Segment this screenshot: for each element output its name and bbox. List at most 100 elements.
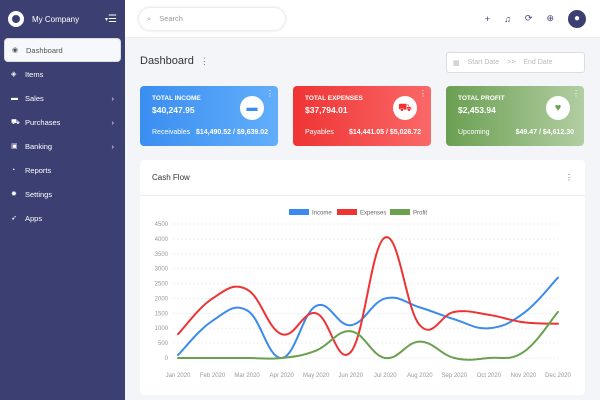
data-point <box>349 351 352 354</box>
chevron-right-icon: › <box>111 93 115 103</box>
chevron-right-icon: › <box>111 141 115 151</box>
data-point <box>557 310 559 313</box>
sidebar-item-purchases[interactable]: ⛟ Purchases › <box>4 110 121 134</box>
data-point <box>557 322 559 325</box>
card-value: $2,453.94 <box>458 105 496 115</box>
sidebar-item-banking[interactable]: ▣ Banking › <box>4 134 121 158</box>
card-sub-value: $14,441.05 / $5,026.72 <box>348 129 421 136</box>
y-tick-label: 0 <box>165 356 169 362</box>
page-title: Dashboard ⋮ <box>140 55 209 67</box>
data-point <box>418 306 421 309</box>
company-switcher[interactable]: My Company ▾ ☰ <box>0 0 125 38</box>
x-tick-label: Sep 2020 <box>442 373 468 379</box>
gear-icon: ✹ <box>11 191 17 198</box>
data-point <box>487 327 490 330</box>
card-title: TOTAL INCOME <box>152 95 201 102</box>
globe-icon[interactable]: ⊕ <box>546 13 554 23</box>
date-range-picker[interactable]: ▦ Start Date >> End Date <box>446 52 585 73</box>
sidebar-item-label: Reports <box>25 165 52 175</box>
plus-icon[interactable]: + <box>484 13 491 24</box>
card-sub-label: Receivables <box>152 129 191 136</box>
sidebar: My Company ▾ ☰ ◉ Dashboard ◈ Items ▬ Sales › ⛟ P… <box>0 0 125 400</box>
data-point <box>487 357 490 359</box>
pie-chart-icon: ◔ <box>11 166 16 174</box>
search-placeholder: Search <box>159 14 183 23</box>
data-point <box>453 357 456 359</box>
data-point <box>177 357 179 359</box>
end-date-input[interactable]: End Date <box>523 59 553 66</box>
box-icon: ◈ <box>11 71 17 78</box>
panel-title: Cash Flow <box>152 173 190 182</box>
y-tick-label: 4500 <box>155 222 169 228</box>
data-point <box>487 313 490 316</box>
sidebar-item-label: Sales <box>25 93 44 103</box>
card-sub-label: Payables <box>305 129 334 136</box>
data-point <box>211 357 214 359</box>
sidebar-item-label: Items <box>25 69 44 79</box>
data-point <box>280 357 283 359</box>
summary-card-expenses: TOTAL EXPENSES $37,794.01 ⛟ ⋮ Payables $1… <box>293 86 431 146</box>
data-point <box>522 321 525 324</box>
data-point <box>418 340 421 343</box>
bell-icon[interactable]: ♫ <box>504 13 511 24</box>
summary-card-income: TOTAL INCOME $40,247.95 ▬ ⋮ Receivables $… <box>140 86 278 146</box>
data-point <box>246 357 249 359</box>
cart-icon: ⛟ <box>11 118 20 126</box>
legend-swatch <box>390 209 410 215</box>
data-point <box>349 324 352 327</box>
more-icon[interactable]: ⋮ <box>199 56 209 66</box>
data-point <box>453 310 456 313</box>
y-tick-label: 1500 <box>155 311 169 317</box>
data-point <box>384 236 387 239</box>
search-input[interactable]: ⌕ Search <box>139 7 285 30</box>
data-point <box>384 297 387 300</box>
refresh-icon[interactable]: ⟳ <box>524 13 533 23</box>
sidebar-item-label: Apps <box>25 213 43 223</box>
data-point <box>177 354 179 357</box>
rocket-icon: ➶ <box>11 215 17 222</box>
data-point <box>349 330 352 333</box>
sidebar-item-reports[interactable]: ◔ Reports <box>4 158 121 182</box>
more-icon[interactable]: ⋮ <box>419 89 427 98</box>
y-tick-label: 3000 <box>155 267 169 273</box>
more-icon[interactable]: ⋮ <box>266 89 274 98</box>
sidebar-item-label: Banking <box>25 141 53 151</box>
page-title-text: Dashboard <box>140 55 194 67</box>
briefcase-icon: ▣ <box>11 143 18 150</box>
sidebar-item-apps[interactable]: ➶ Apps <box>4 206 121 230</box>
avatar[interactable]: ● <box>568 9 586 28</box>
sidebar-item-settings[interactable]: ✹ Settings <box>4 182 121 206</box>
y-tick-label: 500 <box>158 341 169 347</box>
card-value: $40,247.95 <box>152 105 195 115</box>
chevron-right-icon: › <box>111 117 115 127</box>
series-line-income <box>177 276 559 360</box>
sidebar-item-dashboard[interactable]: ◉ Dashboard <box>4 38 121 62</box>
data-point <box>315 349 318 352</box>
calendar-icon: ▦ <box>453 59 460 67</box>
y-tick-label: 2000 <box>155 296 169 302</box>
more-icon[interactable]: ⋮ <box>572 89 580 98</box>
menu-toggle-icon[interactable]: ☰ <box>108 13 117 25</box>
card-sub-value: $49.47 / $4,612.30 <box>515 129 574 136</box>
x-tick-label: May 2020 <box>303 373 330 379</box>
company-name[interactable]: My Company <box>32 14 80 24</box>
legend-label: Profit <box>413 211 427 217</box>
cash-flow-chart: 0 500 1000 1500 2000 2500 3000 3500 4000 4500 Jan … <box>155 209 572 379</box>
money-icon: ▬ <box>240 96 264 120</box>
x-tick-label: Oct 2020 <box>477 373 502 379</box>
start-date-input[interactable]: Start Date <box>467 59 500 66</box>
more-icon[interactable]: ⋮ <box>565 173 573 182</box>
x-tick-label: Nov 2020 <box>511 373 537 379</box>
data-point <box>453 318 456 321</box>
data-point <box>246 309 249 312</box>
dashboard-icon: ◉ <box>12 47 19 54</box>
series-line-expenses <box>177 236 559 356</box>
data-point <box>557 276 559 279</box>
sidebar-item-items[interactable]: ◈ Items <box>4 62 121 86</box>
sidebar-item-sales[interactable]: ▬ Sales › <box>4 86 121 110</box>
legend-swatch <box>289 209 309 215</box>
cash-flow-panel: Cash Flow ⋮ 0 500 1000 1500 2000 2500 3000 3500 4… <box>140 160 585 395</box>
card-sub-value: $14,490.52 / $9,639.02 <box>195 129 268 136</box>
legend-label: Expenses <box>360 211 386 217</box>
y-tick-label: 3500 <box>155 252 169 258</box>
